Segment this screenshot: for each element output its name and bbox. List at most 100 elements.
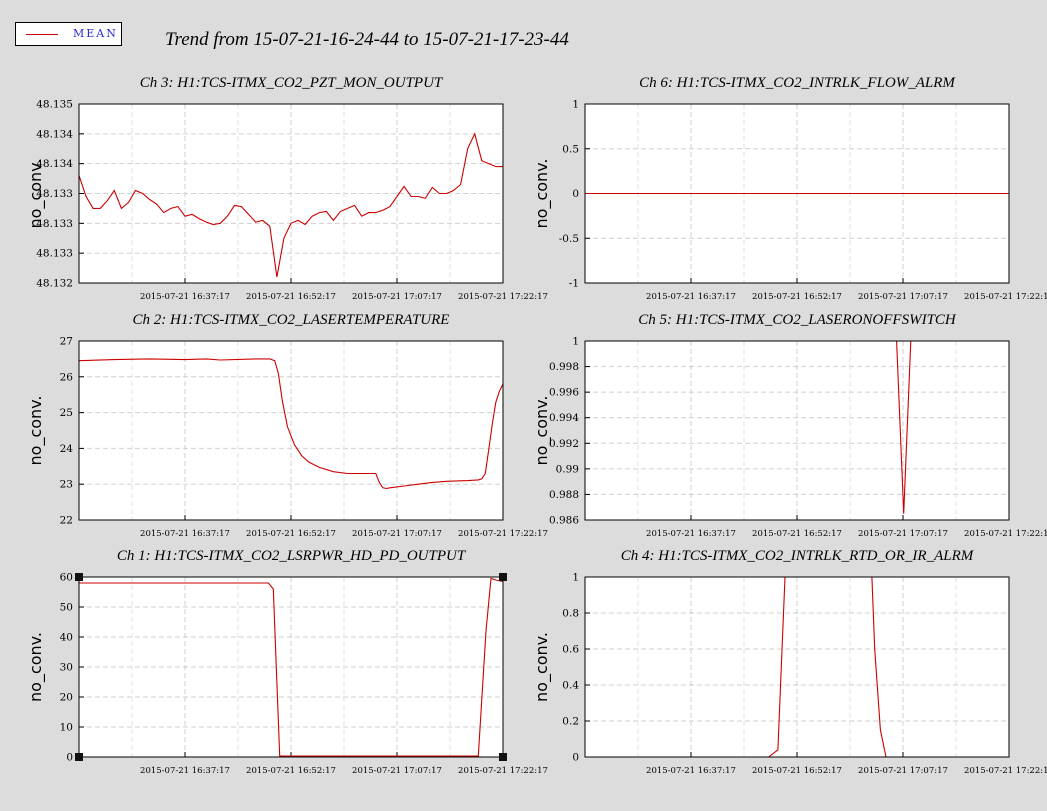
x-tick-label: 2015-07-21 17:07:17 [858,292,948,302]
x-tick-label: 2015-07-21 17:07:17 [858,766,948,776]
y-axis-label: no_conv. [26,159,46,229]
x-tick-label: 2015-07-21 16:37:17 [140,292,230,302]
chart-title: Ch 1: H1:TCS-ITMX_CO2_LSRPWR_HD_PD_OUTPU… [117,548,467,564]
y-tick-label: 26 [60,371,74,383]
y-tick-label: 0.998 [549,361,579,373]
y-tick-label: 23 [60,479,73,491]
series-line [79,577,503,757]
y-tick-label: 0.986 [549,515,579,527]
x-tick-label: 2015-07-21 16:52:17 [246,529,336,539]
page-title: Trend from 15-07-21-16-24-44 to 15-07-21… [165,29,569,50]
y-tick-label: 48.132 [36,278,73,290]
chart-title: Ch 3: H1:TCS-ITMX_CO2_PZT_MON_OUTPUT [140,75,444,91]
x-tick-label: 2015-07-21 16:52:17 [752,529,842,539]
legend-label: MEAN [73,27,118,40]
y-tick-label: 30 [60,662,73,674]
y-tick-label: 48.134 [36,128,73,140]
x-tick-label: 2015-07-21 16:37:17 [646,292,736,302]
y-tick-label: 0 [572,752,579,764]
x-tick-label: 2015-07-21 16:37:17 [140,766,230,776]
y-tick-label: 25 [60,407,73,419]
selection-handles [75,573,507,761]
chart-panel-1: 48.132 48.133 48.133 48.133 48.134 48.134 48.1… [26,75,548,302]
y-tick-label: 0.8 [562,608,579,620]
x-tick-label: 2015-07-21 17:22:17 [458,766,548,776]
y-tick-label: 0.6 [562,644,579,656]
y-tick-label: 0.996 [549,387,579,399]
plot-frame [584,103,1010,284]
y-tick-label: 0.992 [549,438,579,450]
x-tick-label: 2015-07-21 16:52:17 [246,292,336,302]
selection-handle [75,753,83,761]
x-tick-label: 2015-07-21 17:22:17 [458,529,548,539]
y-tick-label: 27 [60,336,73,348]
y-tick-label: 0.994 [549,412,579,424]
chart-panel-5: 0 10 20 30 40 50 60 2015-07-21 16:37:17 2015-07-… [26,548,548,776]
plot-frame [78,340,504,521]
chart-title: Ch 6: H1:TCS-ITMX_CO2_INTRLK_FLOW_ALRM [639,75,956,91]
y-tick-label: 1 [572,572,579,584]
chart-panel-6: 0 0.2 0.4 0.6 0.8 1 2015-07-21 16:37:17 2015-07… [532,548,1047,776]
chart-title: Ch 4: H1:TCS-ITMX_CO2_INTRLK_RTD_OR_IR_A… [621,548,975,564]
y-axis-label: no_conv. [532,632,552,702]
y-axis-label: no_conv. [532,159,552,229]
legend-line-swatch [26,34,58,35]
legend-box: MEAN [15,22,122,46]
selection-handle [499,753,507,761]
y-tick-label: 0.99 [556,463,579,475]
y-tick-label: 20 [60,692,73,704]
chart-panel-2: -1 -0.5 0 0.5 1 2015-07-21 16:37:17 2015-07-21… [532,75,1047,302]
y-tick-label: 10 [60,722,73,734]
x-tick-label: 2015-07-21 17:07:17 [352,766,442,776]
plot-frame [78,576,504,758]
y-tick-label: 0 [66,752,73,764]
y-tick-label: 0 [572,188,579,200]
y-tick-label: -1 [569,278,579,290]
y-tick-label: 40 [60,632,73,644]
series-line [79,358,503,490]
plot-frame [584,576,1010,758]
x-tick-label: 2015-07-21 16:37:17 [646,529,736,539]
chart-panel-4: 0.986 0.988 0.99 0.992 0.994 0.996 0.998 1 2015-… [532,312,1047,539]
series-line [79,132,503,278]
y-axis-label: no_conv. [532,396,552,466]
selection-handle [499,573,507,581]
chart-panel-3: 22 23 24 25 26 27 2015-07-21 16:37:17 2015-07-2… [26,312,548,539]
x-tick-label: 2015-07-21 16:37:17 [646,766,736,776]
y-tick-label: 48.134 [36,158,73,170]
y-tick-label: 48.133 [36,218,73,230]
series-line [585,577,1009,757]
y-axis-label: no_conv. [26,632,46,702]
x-tick-label: 2015-07-21 17:22:17 [964,292,1047,302]
selection-handle [75,573,83,581]
x-tick-label: 2015-07-21 16:52:17 [752,766,842,776]
y-tick-label: 0.4 [562,680,579,692]
y-tick-label: 60 [60,572,73,584]
plot-frame [584,340,1010,521]
x-tick-label: 2015-07-21 16:52:17 [752,292,842,302]
y-tick-label: 0.5 [562,143,579,155]
series-line [896,341,912,514]
y-tick-label: 1 [572,99,579,111]
x-tick-label: 2015-07-21 17:07:17 [352,292,442,302]
y-tick-label: 48.135 [36,99,73,111]
chart-title: Ch 2: H1:TCS-ITMX_CO2_LASERTEMPERATURE [133,312,450,328]
y-tick-label: 24 [60,443,74,455]
plot-frame [78,103,504,284]
x-tick-label: 2015-07-21 17:07:17 [352,529,442,539]
x-tick-label: 2015-07-21 17:22:17 [964,529,1047,539]
y-tick-label: 1 [572,336,579,348]
x-tick-label: 2015-07-21 16:52:17 [246,766,336,776]
y-tick-label: 48.133 [36,188,73,200]
x-tick-label: 2015-07-21 17:22:17 [458,292,548,302]
x-tick-label: 2015-07-21 17:07:17 [858,529,948,539]
y-tick-label: 48.133 [36,248,73,260]
y-tick-label: 0.2 [562,716,579,728]
y-tick-label: 0.988 [549,489,579,501]
y-tick-label: 22 [60,515,73,527]
x-tick-label: 2015-07-21 16:37:17 [140,529,230,539]
y-axis-label: no_conv. [26,396,46,466]
y-tick-label: 50 [60,602,73,614]
x-tick-label: 2015-07-21 17:22:17 [964,766,1047,776]
